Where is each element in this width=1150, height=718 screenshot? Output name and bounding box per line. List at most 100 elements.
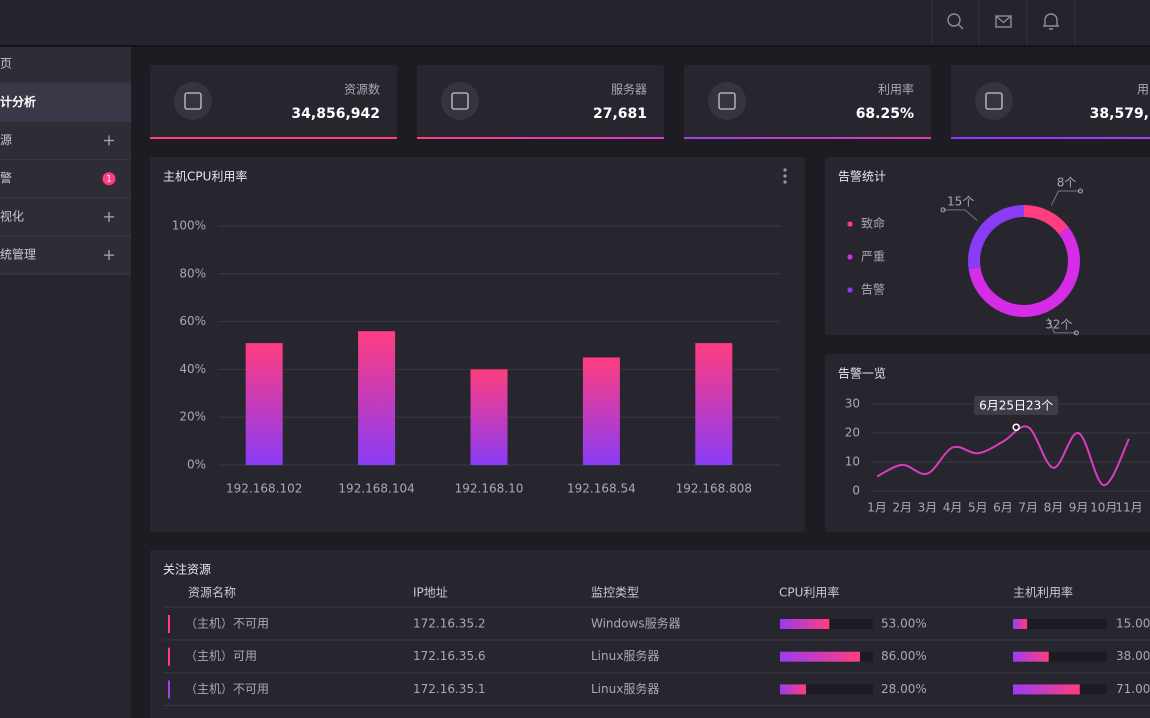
more-menu[interactable]	[783, 168, 787, 184]
stat-icon-glyph	[451, 92, 469, 110]
y-tick-label: 0%	[187, 458, 206, 472]
stat-label: 服务器	[611, 82, 647, 97]
progress-bar	[1013, 619, 1028, 629]
menu-item-label[interactable]: 计分析	[0, 94, 36, 109]
y-tick-label: 20	[845, 426, 860, 440]
x-tick-label: 1月	[867, 501, 887, 515]
ip-address: 172.16.35.1	[413, 682, 486, 696]
progress-label: 86.00%	[881, 649, 927, 663]
expand-icon[interactable]	[104, 250, 114, 261]
resource-name[interactable]: （主机）可用	[185, 649, 257, 663]
stat-label: 用	[1137, 83, 1149, 97]
line-chart-card	[825, 354, 1150, 532]
legend-label[interactable]: 严重	[861, 250, 885, 264]
monitor-type: Linux服务器	[591, 648, 659, 663]
legend-label[interactable]: 告警	[861, 282, 885, 297]
top-bar-border	[0, 45, 1150, 47]
bar	[470, 369, 508, 465]
y-tick-label: 60%	[179, 314, 206, 328]
monitor-type: Windows服务器	[591, 616, 681, 631]
menu-item-label[interactable]: 源	[0, 133, 12, 147]
leader-dot	[1077, 188, 1083, 194]
table-card	[150, 550, 1150, 718]
stat-icon	[708, 82, 746, 120]
stat-card	[150, 65, 397, 139]
resource-name[interactable]: （主机）不可用	[185, 617, 269, 631]
stat-icon-glyph	[985, 92, 1003, 110]
stat-icon	[975, 82, 1013, 120]
x-tick-label: 192.168.10	[455, 482, 524, 496]
donut-segment	[968, 205, 1024, 269]
x-tick-label: 3月	[918, 501, 938, 515]
menu-item-label[interactable]: 页	[0, 57, 12, 71]
stat-accent	[417, 137, 664, 139]
progress-bar	[1013, 684, 1080, 695]
y-tick-label: 30	[845, 397, 860, 411]
resource-name[interactable]: （主机）不可用	[185, 682, 269, 696]
leader-line	[943, 209, 978, 221]
progress-label: 71.00%	[1116, 682, 1150, 696]
x-tick-label: 4月	[943, 501, 963, 515]
progress-bar	[780, 684, 807, 695]
legend-dot	[847, 254, 853, 260]
menu-item-label[interactable]: 统管理	[0, 247, 36, 262]
legend-label[interactable]: 致命	[861, 216, 885, 231]
progress-bar	[780, 619, 830, 629]
stat-accent	[684, 137, 931, 139]
progress-label: 38.00%	[1116, 649, 1150, 663]
stat-icon	[174, 82, 212, 120]
progress-bar	[1013, 651, 1049, 662]
line-chart-title: 告警一览	[838, 366, 886, 381]
top-bar	[0, 0, 1150, 45]
ip-address: 172.16.35.2	[413, 617, 486, 631]
x-tick-label: 8月	[1044, 501, 1064, 515]
search-icon[interactable]	[947, 13, 964, 30]
x-tick-label: 192.168.54	[567, 482, 636, 496]
donut-value-label: 32个	[1045, 317, 1072, 331]
stat-value: 27,681	[593, 106, 647, 122]
status-indicator	[168, 680, 170, 699]
x-tick-label: 2月	[892, 501, 912, 515]
stat-value: 68.25%	[856, 106, 914, 122]
stat-label: 资源数	[344, 82, 380, 97]
status-indicator	[168, 647, 170, 666]
stat-icon	[441, 82, 479, 120]
bar	[358, 331, 396, 465]
stat-value: 38,579,	[1090, 106, 1149, 122]
badge-label: 1	[106, 175, 112, 185]
tooltip	[974, 396, 1059, 415]
expand-icon[interactable]	[104, 135, 114, 146]
x-tick-label: 192.168.104	[338, 482, 414, 496]
leader-line	[1050, 190, 1081, 206]
y-tick-label: 0	[852, 484, 860, 498]
menu-item-label[interactable]: 警	[0, 170, 12, 185]
donut-value-label: 8个	[1057, 176, 1077, 190]
stat-label: 利用率	[878, 82, 914, 97]
leader-dot	[940, 207, 946, 213]
donut-value-label: 15个	[947, 194, 974, 208]
expand-icon[interactable]	[104, 211, 114, 222]
table-header: 监控类型	[591, 586, 639, 600]
x-tick-label: 9月	[1069, 501, 1089, 515]
x-tick-label: 7月	[1018, 501, 1038, 515]
monitor-type: Linux服务器	[591, 681, 659, 696]
y-tick-label: 100%	[172, 219, 206, 233]
leader-line	[1047, 317, 1077, 334]
table-header: CPU利用率	[779, 585, 839, 600]
menu-item-label[interactable]: 视化	[0, 208, 24, 223]
donut-segment	[968, 226, 1081, 318]
tooltip-label: 6月25日23个	[979, 399, 1053, 413]
progress-label: 28.00%	[881, 682, 927, 696]
y-tick-label: 80%	[179, 266, 206, 280]
progress-bar	[780, 651, 860, 662]
icon-separators	[931, 0, 1076, 45]
bar-chart-title: 主机CPU利用率	[163, 169, 247, 184]
table-header: IP地址	[413, 586, 448, 600]
y-tick-label: 40%	[179, 362, 206, 376]
x-tick-label: 11月	[1115, 501, 1142, 515]
badge	[102, 172, 116, 186]
bell-icon[interactable]	[1043, 13, 1059, 30]
mail-icon[interactable]	[995, 15, 1012, 28]
